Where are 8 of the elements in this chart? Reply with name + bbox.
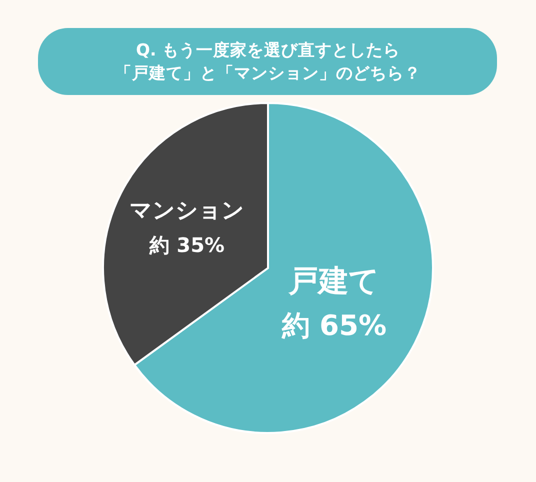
data-label: 約 35% [148,232,225,257]
chart-title: Q. もう一度家を選び直すとしたら [136,40,400,60]
slice-label: 戸建て [288,264,380,300]
slice: マンション 約 35% [102,102,269,366]
chart-subtitle: 「戸建て」と「マンション」のどちら？ [115,64,421,82]
slice-label: マンション [130,198,245,224]
title: Q. もう一度家を選び直すとしたら 「戸建て」と「マンション」のどちら？ [38,28,497,95]
data-label: 約 65% [280,309,387,342]
